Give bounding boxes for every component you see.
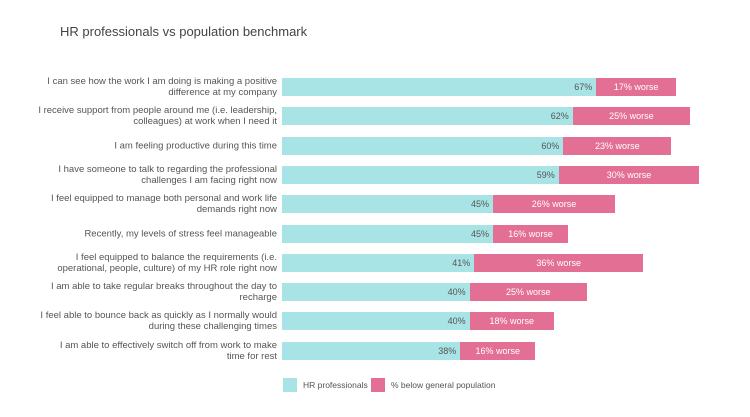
value-label: 26% worse <box>531 199 577 210</box>
bar-segment <box>474 253 644 272</box>
chart-title: HR professionals vs population benchmark <box>60 24 308 39</box>
category-label: I can see how the work I am doing is mak… <box>47 76 277 98</box>
bar-segment <box>563 136 672 155</box>
bar-segment <box>493 224 569 243</box>
bar-segment <box>493 195 615 214</box>
category-label: I have someone to talk to regarding the … <box>58 163 277 186</box>
bar-segment <box>282 78 597 96</box>
value-label: 59% <box>536 169 555 180</box>
bar-segment <box>469 283 587 302</box>
value-label: 25% worse <box>609 111 654 122</box>
value-label: 45% <box>471 228 490 239</box>
legend-swatch <box>283 378 297 392</box>
bar-segment <box>282 165 559 184</box>
value-label: 30% worse <box>606 169 652 180</box>
value-label: 16% worse <box>475 345 520 356</box>
value-label: 23% worse <box>595 140 640 151</box>
value-label: 60% <box>541 140 560 151</box>
bar-segment <box>596 78 676 96</box>
bar-segment <box>282 341 461 360</box>
category-label: I am able to take regular breaks through… <box>50 281 277 304</box>
legend-swatch <box>371 378 385 392</box>
value-label: 17% worse <box>613 82 659 92</box>
bar-segment <box>460 341 536 360</box>
bar-segment <box>572 107 691 126</box>
category-label: I receive support from people around me … <box>38 105 277 128</box>
value-label: 41% <box>452 257 471 268</box>
value-label: 38% <box>438 345 457 356</box>
category-label: I am able to effectively switch off from… <box>59 339 277 362</box>
value-label: 40% <box>447 287 466 298</box>
bar-segment <box>282 136 564 155</box>
bar-segment <box>282 107 573 126</box>
bar-segment <box>282 195 494 214</box>
value-label: 25% worse <box>505 287 551 298</box>
legend-label: HR professionals <box>303 380 368 390</box>
bar-segment <box>282 253 475 272</box>
bar-segment <box>282 283 470 302</box>
value-label: 67% <box>574 82 593 92</box>
bar-segment <box>282 224 494 243</box>
legend-label: % below general population <box>391 380 496 390</box>
bar-segment <box>282 312 470 331</box>
value-label: 18% worse <box>489 316 535 327</box>
bar-segment <box>558 165 700 184</box>
value-label: 62% <box>550 111 569 122</box>
value-label: 36% worse <box>536 257 581 268</box>
category-label: I feel equipped to manage both personal … <box>50 193 277 216</box>
category-label: Recently, my levels of stress feel manag… <box>84 228 277 239</box>
category-label: I feel able to bounce back as quickly as… <box>40 310 277 333</box>
category-label: I feel equipped to balance the requireme… <box>57 251 277 274</box>
bar-segment <box>469 312 554 331</box>
value-label: 45% <box>471 199 490 210</box>
category-label: I am feeling productive during this time <box>114 140 277 152</box>
value-label: 16% worse <box>508 228 553 239</box>
value-label: 40% <box>447 316 466 327</box>
